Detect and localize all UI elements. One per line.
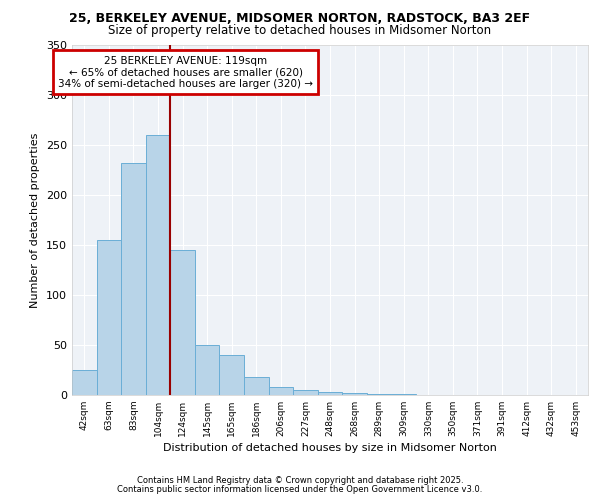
Text: 25 BERKELEY AVENUE: 119sqm
← 65% of detached houses are smaller (620)
34% of sem: 25 BERKELEY AVENUE: 119sqm ← 65% of deta…	[58, 56, 313, 88]
Bar	[293, 390, 318, 395]
Bar	[97, 240, 121, 395]
Bar	[220, 355, 244, 395]
Text: 25, BERKELEY AVENUE, MIDSOMER NORTON, RADSTOCK, BA3 2EF: 25, BERKELEY AVENUE, MIDSOMER NORTON, RA…	[70, 12, 530, 26]
Text: Contains public sector information licensed under the Open Government Licence v3: Contains public sector information licen…	[118, 485, 482, 494]
Bar	[318, 392, 342, 395]
Bar	[244, 377, 269, 395]
X-axis label: Distribution of detached houses by size in Midsomer Norton: Distribution of detached houses by size …	[163, 443, 497, 453]
Bar	[367, 394, 391, 395]
Text: Contains HM Land Registry data © Crown copyright and database right 2025.: Contains HM Land Registry data © Crown c…	[137, 476, 463, 485]
Bar	[269, 387, 293, 395]
Bar	[170, 250, 195, 395]
Bar	[146, 135, 170, 395]
Text: Size of property relative to detached houses in Midsomer Norton: Size of property relative to detached ho…	[109, 24, 491, 37]
Y-axis label: Number of detached properties: Number of detached properties	[31, 132, 40, 308]
Bar	[72, 370, 97, 395]
Bar	[195, 345, 220, 395]
Bar	[342, 393, 367, 395]
Bar	[121, 163, 146, 395]
Bar	[391, 394, 416, 395]
